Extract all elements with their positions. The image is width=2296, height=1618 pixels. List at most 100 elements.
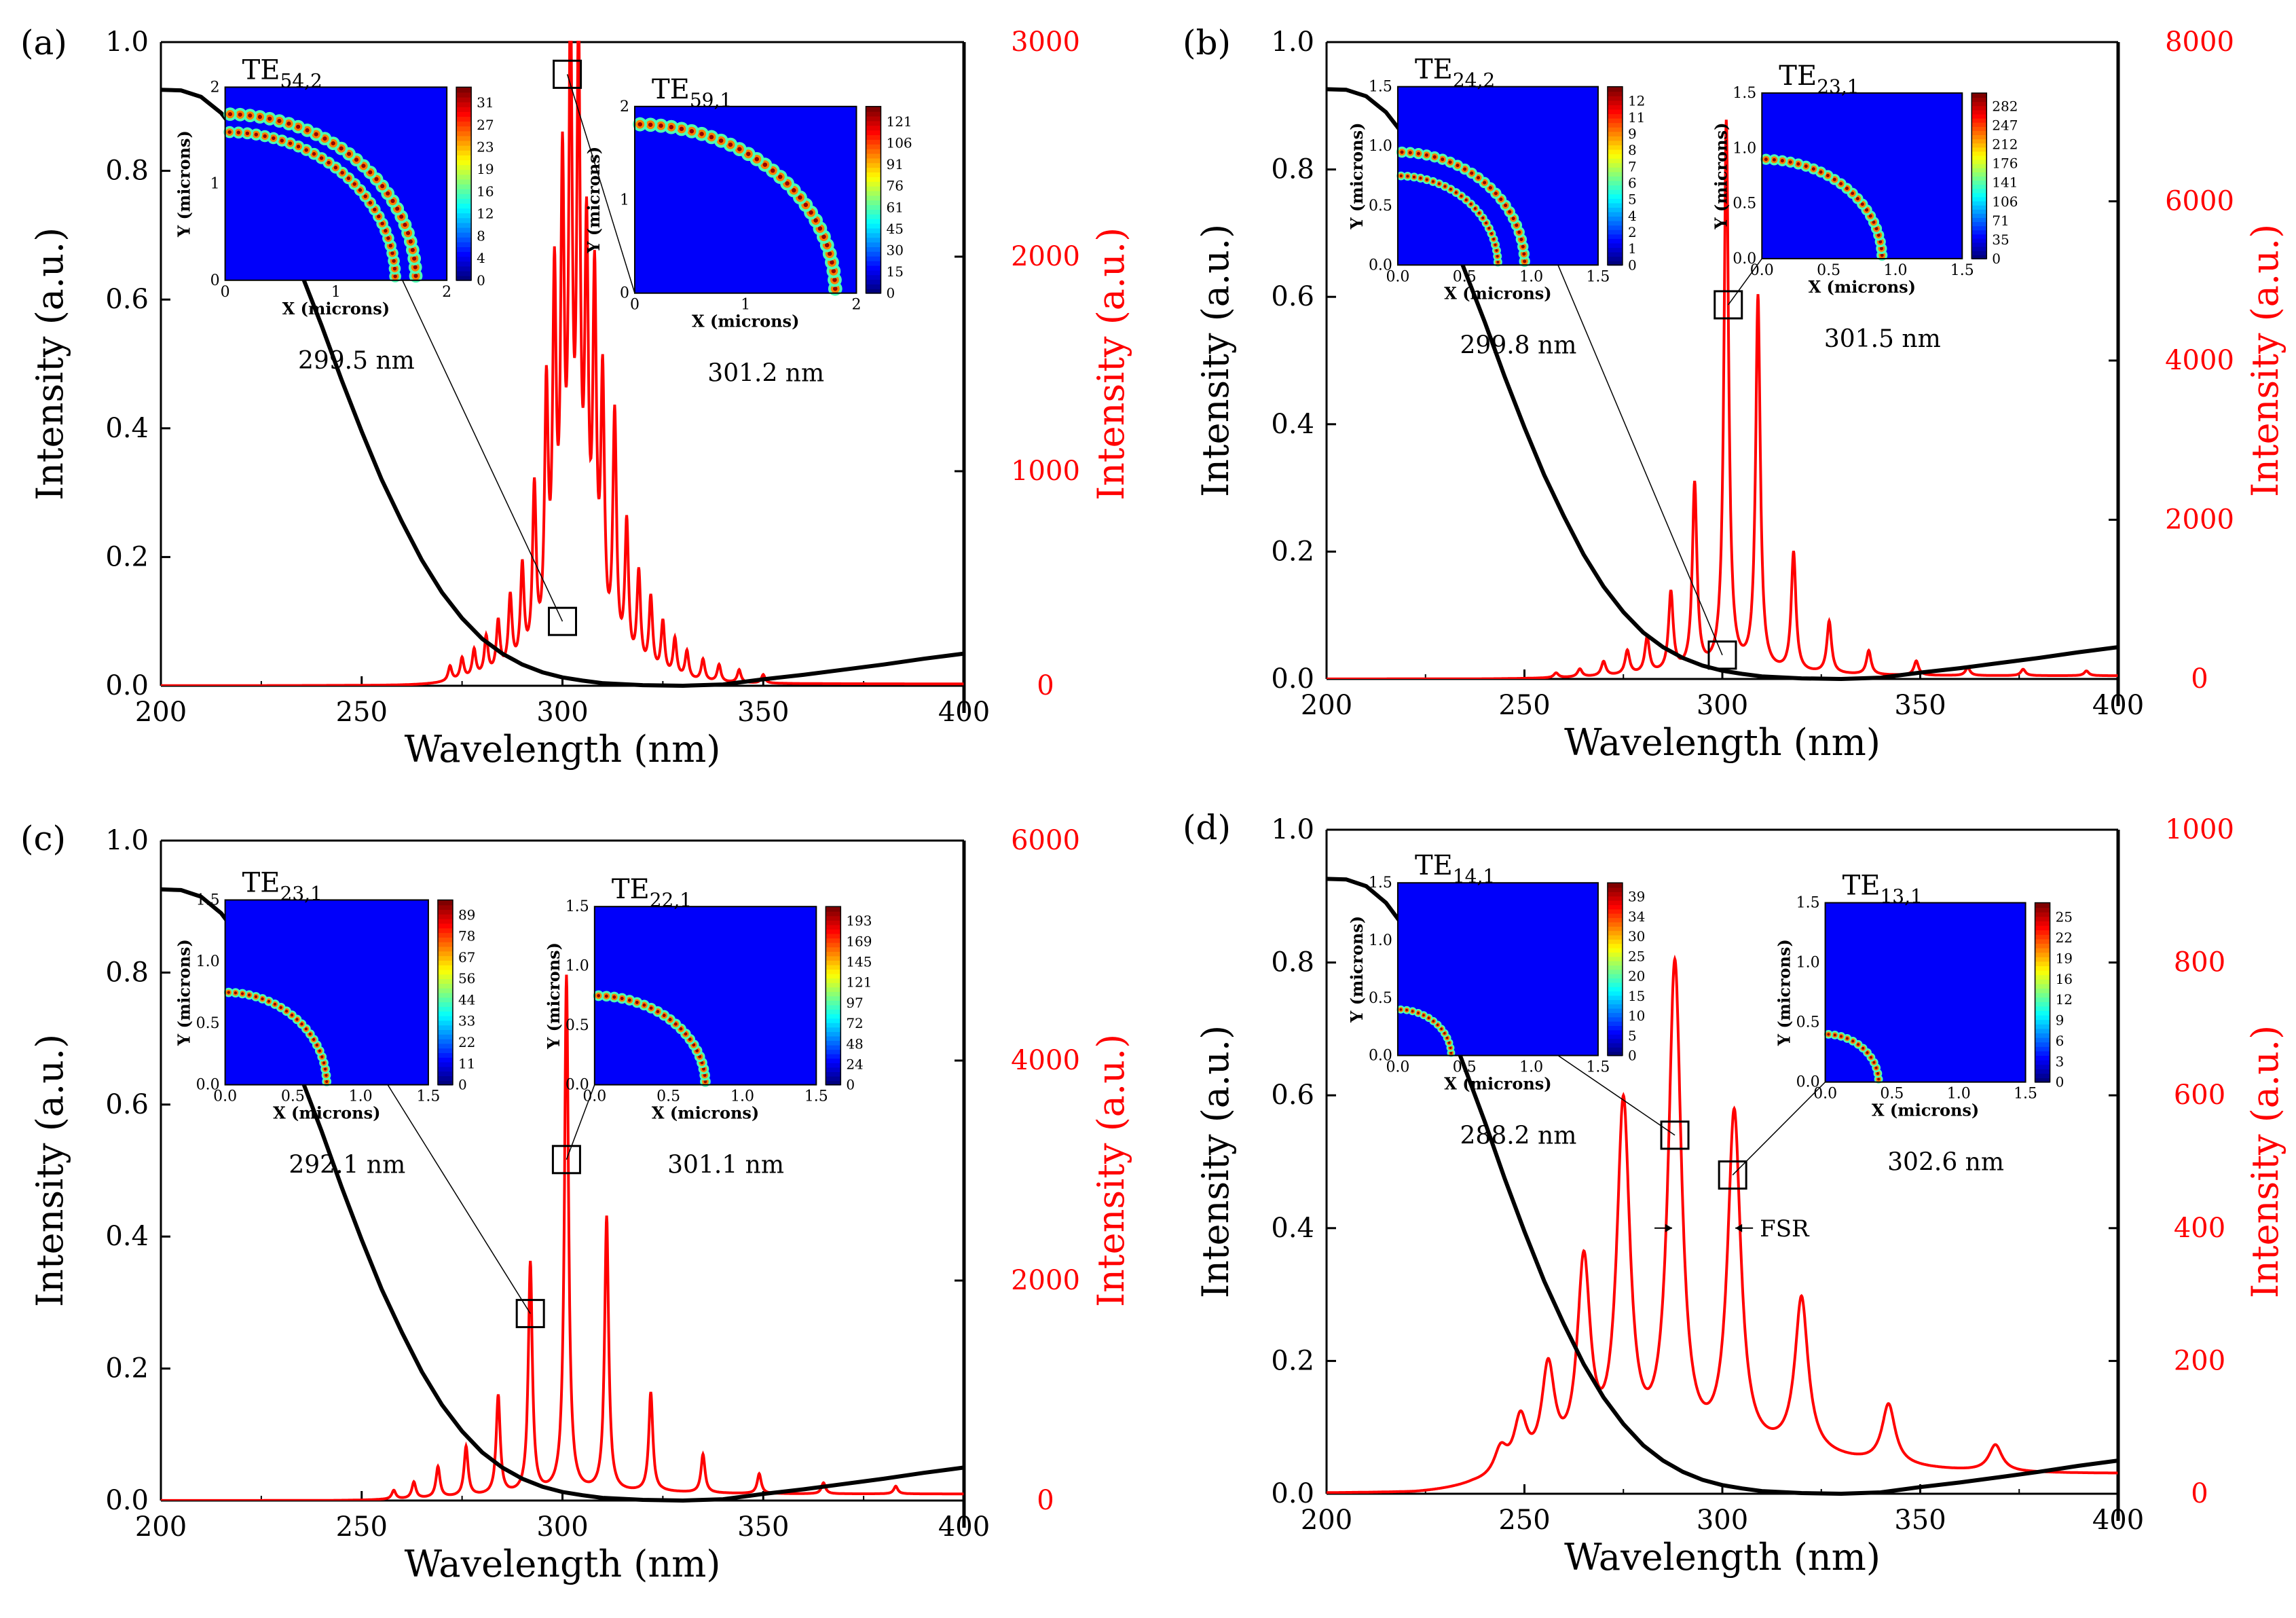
mode-lobe-core bbox=[1422, 1014, 1425, 1017]
y2-tick-label: 1000 bbox=[1011, 456, 1080, 487]
colorbar-segment bbox=[1607, 887, 1623, 892]
colorbar-tick: 89 bbox=[458, 906, 475, 923]
colorbar-segment bbox=[437, 936, 453, 942]
mode-lobe-core bbox=[261, 997, 264, 1001]
mode-lobe-core bbox=[668, 1018, 672, 1022]
mode-lobe-core bbox=[1827, 1033, 1830, 1036]
fsr-arrowhead-right bbox=[1735, 1224, 1743, 1232]
colorbar-segment bbox=[1971, 155, 1987, 160]
inset-x-tick: 0.5 bbox=[1453, 1059, 1477, 1076]
mode-lobe-core bbox=[809, 210, 813, 215]
mode-lobe-core bbox=[1456, 164, 1460, 168]
mode-lobe-core bbox=[405, 231, 411, 236]
mode-lobe-core bbox=[315, 1044, 318, 1047]
mode-title-main: TE bbox=[1843, 870, 1881, 902]
mode-lobe-core bbox=[1449, 187, 1452, 191]
x-tick-label: 200 bbox=[1301, 690, 1352, 721]
mode-lobe-core bbox=[314, 132, 318, 136]
colorbar-segment bbox=[456, 265, 472, 272]
colorbar-segment bbox=[1607, 896, 1623, 901]
colorbar-tick: 12 bbox=[1628, 93, 1645, 109]
colorbar-segment bbox=[2035, 934, 2050, 940]
colorbar-segment bbox=[1607, 242, 1623, 249]
mode-lobe-core bbox=[1519, 237, 1523, 242]
inset-x-label: X (microns) bbox=[652, 1103, 759, 1123]
mode-lobe-core bbox=[388, 244, 393, 248]
y-tick-label: 0.0 bbox=[105, 670, 149, 701]
colorbar-segment bbox=[1607, 1029, 1623, 1035]
colorbar-segment bbox=[2035, 1014, 2050, 1021]
colorbar-segment bbox=[437, 909, 453, 915]
mode-lobe-core bbox=[627, 998, 631, 1002]
inset-x-tick: 1.5 bbox=[1586, 1059, 1610, 1076]
colorbar-segment bbox=[1607, 1033, 1623, 1040]
mode-inset: 0.0 0.5 1.0 1.5 0.0 0.5 1.0 1.5 X (microns) Y (mi… bbox=[1347, 850, 1690, 1150]
inset-y-tick: 0.0 bbox=[1369, 257, 1392, 274]
mode-lobe-core bbox=[319, 156, 324, 160]
colorbar-segment bbox=[866, 274, 881, 280]
mode-lobe-core bbox=[1399, 1008, 1403, 1011]
inset-y-label: Y (microns) bbox=[1711, 123, 1730, 230]
colorbar-segment bbox=[437, 1015, 453, 1021]
colorbar-tick: 91 bbox=[886, 156, 903, 172]
mode-lobe-core bbox=[386, 236, 390, 240]
colorbar-tick: 12 bbox=[477, 206, 494, 222]
colorbar-segment bbox=[2035, 1050, 2050, 1056]
inset-x-label: X (microns) bbox=[1872, 1101, 1979, 1120]
inset-x-tick: 1.0 bbox=[1947, 1086, 1971, 1103]
colorbar-segment bbox=[1607, 951, 1623, 957]
mode-lobe-core bbox=[1441, 158, 1445, 162]
colorbar-segment bbox=[866, 265, 881, 271]
y-tick-label: 0.0 bbox=[1271, 1478, 1314, 1509]
y2-tick-label: 200 bbox=[2174, 1345, 2225, 1376]
colorbar-segment bbox=[1971, 246, 1987, 251]
mode-lobe-core bbox=[352, 182, 356, 186]
mode-lobe-core bbox=[1496, 255, 1499, 258]
colorbar-segment bbox=[437, 951, 453, 957]
mode-lobe-core bbox=[1494, 191, 1498, 196]
colorbar-segment bbox=[437, 1056, 453, 1063]
field-map-background bbox=[1762, 93, 1963, 259]
colorbar-segment bbox=[456, 198, 472, 204]
inset-y-label: Y (microns) bbox=[174, 130, 194, 238]
colorbar-segment bbox=[437, 1010, 453, 1016]
mode-lobe-core bbox=[257, 115, 262, 119]
wavelength-label: 301.5 nm bbox=[1824, 325, 1941, 353]
colorbar-segment bbox=[1971, 204, 1987, 210]
mode-lobe-core bbox=[1517, 230, 1521, 234]
colorbar-segment bbox=[1971, 221, 1987, 227]
mode-lobe-core bbox=[1408, 151, 1412, 155]
colorbar-segment bbox=[1607, 225, 1623, 230]
mode-lobe-core bbox=[597, 994, 601, 997]
colorbar-tick: 121 bbox=[886, 113, 912, 130]
mode-lobe-core bbox=[392, 266, 397, 271]
colorbar-segment bbox=[456, 140, 472, 146]
y-tick-label: 0.4 bbox=[1271, 1213, 1314, 1244]
x-tick-label: 250 bbox=[1498, 690, 1550, 721]
colorbar-segment bbox=[2035, 1078, 2050, 1083]
colorbar-segment bbox=[2035, 925, 2050, 931]
colorbar-segment bbox=[1971, 171, 1987, 177]
mode-lobe-core bbox=[1448, 160, 1452, 164]
mode-title: TE23,1 bbox=[242, 867, 322, 904]
colorbar-segment bbox=[437, 1052, 453, 1058]
mode-lobe-core bbox=[1405, 1008, 1408, 1012]
colorbar-segment bbox=[437, 974, 453, 980]
y-tick-label: 0.2 bbox=[1271, 1345, 1314, 1376]
colorbar-segment bbox=[1971, 242, 1987, 247]
colorbar-segment bbox=[866, 120, 881, 126]
mode-lobe-core bbox=[267, 116, 272, 121]
colorbar-tick: 31 bbox=[477, 94, 494, 111]
mode-lobe-core bbox=[1511, 217, 1515, 221]
colorbar-tick: 20 bbox=[1628, 968, 1645, 985]
colorbar-segment bbox=[1607, 122, 1623, 128]
colorbar-segment bbox=[456, 203, 472, 209]
y2-tick-label: 800 bbox=[2174, 947, 2225, 978]
mode-lobe-core bbox=[254, 995, 258, 999]
colorbar-segment bbox=[826, 1018, 841, 1023]
peak-marker-box bbox=[515, 1299, 545, 1329]
y-tick-label: 0.0 bbox=[1271, 663, 1314, 695]
y-tick-label: 1.0 bbox=[1271, 26, 1314, 58]
colorbar-segment bbox=[2035, 1068, 2050, 1074]
mode-lobe-core bbox=[325, 1073, 328, 1077]
